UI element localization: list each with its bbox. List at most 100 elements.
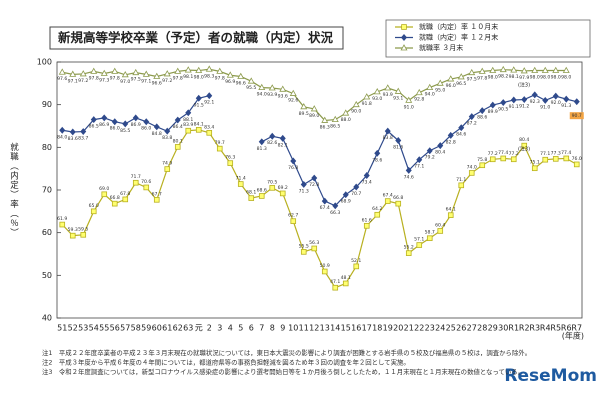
- value-label: 56.3: [309, 240, 319, 246]
- point: [468, 170, 475, 176]
- x-tick-label: 10: [288, 324, 298, 333]
- point: [394, 87, 402, 94]
- value-label: 68.1: [246, 190, 256, 196]
- point: [395, 137, 402, 144]
- point: [342, 191, 349, 199]
- x-tick-label: 4: [228, 324, 233, 333]
- value-label: 79.2: [425, 155, 435, 161]
- point: [384, 127, 391, 135]
- value-label: 90.5: [498, 107, 508, 113]
- point: [132, 114, 139, 122]
- x-tick-label: 52: [68, 324, 78, 333]
- value-label: 59.5: [78, 226, 88, 232]
- point: [153, 197, 160, 203]
- point: [79, 70, 87, 77]
- value-label: 77.2: [488, 151, 498, 157]
- value-label: 76.8: [288, 165, 298, 171]
- point: [311, 245, 318, 252]
- point: [468, 68, 476, 76]
- point: [405, 250, 412, 256]
- point: [143, 118, 150, 126]
- value-label: 97.8: [215, 75, 225, 81]
- value-label: 62.7: [288, 213, 298, 219]
- point: [458, 124, 465, 132]
- value-label: 71.1: [456, 177, 466, 183]
- point: [426, 235, 433, 242]
- point: [552, 66, 560, 73]
- value-label: 84.0: [57, 134, 67, 140]
- value-label: 64.2: [372, 206, 382, 212]
- value-label: 95.5: [246, 85, 256, 91]
- point: [352, 100, 360, 108]
- value-label: 96.5: [456, 81, 466, 87]
- x-tick-label: 29: [488, 324, 498, 333]
- title-box: [49, 26, 344, 50]
- value-label: 96.0: [446, 83, 456, 89]
- point: [111, 200, 118, 207]
- value-label: 66.8: [110, 195, 120, 201]
- point: [300, 249, 307, 255]
- value-label: 68.9: [341, 199, 351, 205]
- y-tick-label: 40: [42, 314, 52, 323]
- point: [573, 161, 580, 168]
- value-label: 90.7: [572, 113, 582, 119]
- value-label: 97.2: [162, 78, 172, 84]
- value-label: 98.0: [194, 75, 204, 81]
- point: [90, 116, 97, 124]
- value-label: 91.1: [509, 104, 519, 110]
- value-label: 84.8: [152, 131, 162, 137]
- point: [332, 202, 339, 210]
- point: [279, 85, 287, 92]
- x-tick-label: 26: [456, 324, 466, 333]
- point: [59, 221, 66, 228]
- point: [247, 77, 255, 84]
- legend-marker: [401, 34, 407, 41]
- value-label: 93.0: [372, 96, 382, 102]
- y-tick-label: 90: [42, 100, 52, 109]
- value-label: 92.8: [414, 97, 424, 103]
- point: [468, 113, 475, 121]
- x-tick-label: 23: [425, 324, 435, 333]
- value-label: 67.8: [120, 191, 130, 197]
- value-label: 79.7: [215, 140, 225, 146]
- value-label: 74.0: [467, 164, 477, 170]
- x-tick-label: 21: [404, 324, 414, 333]
- point: [479, 107, 486, 115]
- value-label: 68.6: [257, 187, 267, 193]
- point: [290, 157, 297, 165]
- point: [185, 127, 192, 134]
- value-label: 98.2: [498, 74, 508, 80]
- x-tick-label: 14: [330, 324, 340, 333]
- chart-title: 新規高等学校卒業（予定）者の就職（内定）状況: [58, 30, 334, 45]
- value-label: 81.3: [257, 146, 267, 152]
- point: [437, 142, 444, 150]
- value-label: 61.9: [57, 216, 67, 222]
- point: [416, 242, 423, 248]
- point: [258, 193, 265, 199]
- x-tick-label: 18: [372, 324, 382, 333]
- value-label: 77.4: [561, 150, 571, 156]
- x-tick-label: 19: [383, 324, 393, 333]
- point: [489, 156, 496, 163]
- value-label: 86.0: [141, 126, 151, 132]
- point: [552, 156, 559, 162]
- point: [90, 67, 98, 74]
- x-tick-label: 9: [280, 324, 285, 333]
- value-label: 82.6: [267, 140, 277, 146]
- x-tick-label: 元: [195, 324, 203, 333]
- value-label: 55.5: [299, 243, 309, 249]
- value-label: 75.8: [477, 157, 487, 163]
- legend-label: 就職（内定）率 １２月末: [419, 33, 498, 42]
- point: [416, 156, 423, 164]
- x-tick-label: 51: [57, 324, 67, 333]
- value-label: 97.9: [519, 75, 529, 81]
- value-label: 48.1: [341, 275, 351, 281]
- value-label: 76.0: [572, 156, 582, 162]
- y-tick-label: 80: [42, 143, 52, 152]
- value-label: 89.0: [309, 113, 319, 119]
- value-label: 91.0: [540, 104, 550, 110]
- value-label: 92.6: [288, 98, 298, 104]
- point: [332, 284, 339, 291]
- value-label: 74.9: [162, 161, 172, 167]
- x-tick-label: 22: [414, 324, 424, 333]
